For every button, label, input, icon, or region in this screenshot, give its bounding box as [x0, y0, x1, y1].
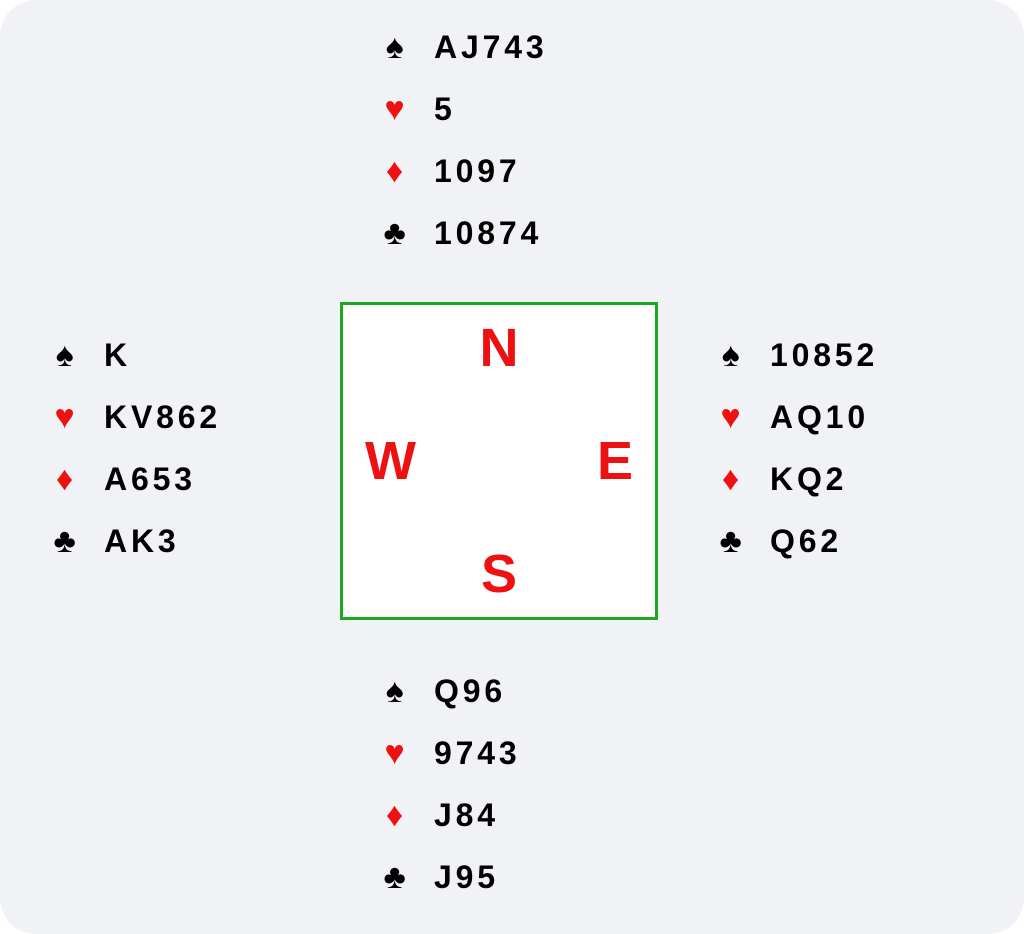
east-hearts: AQ10 [770, 401, 869, 433]
north-diamonds-row: ♦ 1097 [378, 152, 548, 190]
south-clubs: J95 [434, 861, 499, 893]
south-hearts-row: ♥ 9743 [378, 734, 521, 772]
spade-icon: ♠ [48, 338, 82, 372]
east-diamonds-row: ♦ KQ2 [714, 460, 878, 498]
heart-icon: ♥ [378, 92, 412, 126]
diamond-icon: ♦ [48, 462, 82, 496]
club-icon: ♣ [378, 860, 412, 894]
diamond-icon: ♦ [714, 462, 748, 496]
west-spades-row: ♠ K [48, 336, 221, 374]
compass-north-label: N [480, 321, 519, 375]
north-clubs-row: ♣ 10874 [378, 214, 548, 252]
south-diamonds: J84 [434, 799, 499, 831]
north-diamonds: 1097 [434, 155, 521, 187]
east-clubs: Q62 [770, 525, 842, 557]
heart-icon: ♥ [378, 736, 412, 770]
south-spades-row: ♠ Q96 [378, 672, 521, 710]
hand-west: ♠ K ♥ KV862 ♦ A653 ♣ AK3 [48, 336, 221, 560]
north-hearts-row: ♥ 5 [378, 90, 548, 128]
diamond-icon: ♦ [378, 154, 412, 188]
spade-icon: ♠ [378, 674, 412, 708]
club-icon: ♣ [48, 524, 82, 558]
west-hearts-row: ♥ KV862 [48, 398, 221, 436]
hand-east: ♠ 10852 ♥ AQ10 ♦ KQ2 ♣ Q62 [714, 336, 878, 560]
east-clubs-row: ♣ Q62 [714, 522, 878, 560]
club-icon: ♣ [378, 216, 412, 250]
south-spades: Q96 [434, 675, 506, 707]
west-clubs: AK3 [104, 525, 180, 557]
south-hearts: 9743 [434, 737, 521, 769]
heart-icon: ♥ [714, 400, 748, 434]
diamond-icon: ♦ [378, 798, 412, 832]
spade-icon: ♠ [714, 338, 748, 372]
hand-north: ♠ AJ743 ♥ 5 ♦ 1097 ♣ 10874 [378, 28, 548, 252]
north-spades-row: ♠ AJ743 [378, 28, 548, 66]
club-icon: ♣ [714, 524, 748, 558]
west-hearts: KV862 [104, 401, 221, 433]
compass-east-label: E [597, 434, 633, 488]
south-clubs-row: ♣ J95 [378, 858, 521, 896]
bridge-diagram: ♠ AJ743 ♥ 5 ♦ 1097 ♣ 10874 ♠ K ♥ KV862 ♦… [0, 0, 1024, 934]
east-spades-row: ♠ 10852 [714, 336, 878, 374]
north-spades: AJ743 [434, 31, 548, 63]
west-clubs-row: ♣ AK3 [48, 522, 221, 560]
west-diamonds: A653 [104, 463, 196, 495]
north-hearts: 5 [434, 93, 456, 125]
compass-box: N E S W [340, 302, 658, 620]
east-diamonds: KQ2 [770, 463, 847, 495]
south-diamonds-row: ♦ J84 [378, 796, 521, 834]
west-spades: K [104, 339, 131, 371]
compass-south-label: S [481, 547, 517, 601]
north-clubs: 10874 [434, 217, 542, 249]
east-hearts-row: ♥ AQ10 [714, 398, 878, 436]
heart-icon: ♥ [48, 400, 82, 434]
east-spades: 10852 [770, 339, 878, 371]
hand-south: ♠ Q96 ♥ 9743 ♦ J84 ♣ J95 [378, 672, 521, 896]
spade-icon: ♠ [378, 30, 412, 64]
compass-west-label: W [365, 434, 416, 488]
west-diamonds-row: ♦ A653 [48, 460, 221, 498]
